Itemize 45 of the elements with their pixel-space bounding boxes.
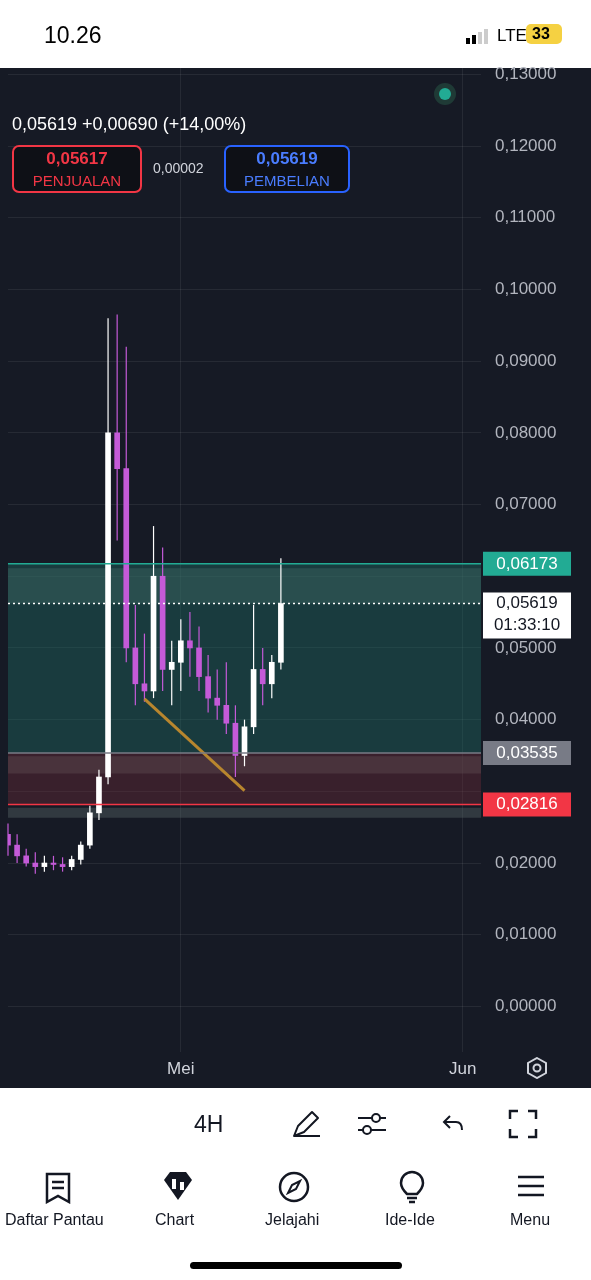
- candlestick: [77, 840, 84, 866]
- ref-line-label: 0,06173: [496, 553, 558, 573]
- ref-line-label: 0,03535: [496, 742, 558, 762]
- candlestick: [205, 654, 211, 714]
- annotation: 0,00002: [153, 160, 204, 176]
- text: 33: [532, 25, 550, 43]
- text: Chart: [155, 1211, 195, 1229]
- y-tick-label: 0,11000: [495, 207, 556, 227]
- y-tick-label: 0,01000: [495, 924, 557, 944]
- x-tick-label: Jun: [449, 1059, 477, 1079]
- candlestick: [223, 661, 230, 735]
- candlestick: [14, 833, 20, 864]
- y-tick-label: 0,00000: [495, 996, 557, 1016]
- text: 0,05619 +0,00690 (+14,00%): [12, 114, 247, 135]
- y-tick-label: 0,09000: [495, 350, 557, 370]
- annotation: PENJUALAN: [31, 171, 123, 191]
- text: 4H: [194, 1111, 224, 1138]
- text: LTE: [497, 26, 527, 46]
- candlestick: [268, 654, 275, 699]
- y-tick-label: 0,07000: [495, 494, 557, 514]
- candlestick: [168, 640, 175, 706]
- text: Ide-Ide: [385, 1211, 435, 1229]
- candlestick: [178, 618, 184, 692]
- text: Daftar Pantau: [5, 1211, 104, 1229]
- y-tick-label: 0,10000: [495, 279, 557, 299]
- text: 10.26: [44, 22, 102, 49]
- candlestick: [214, 668, 221, 721]
- candlestick: [259, 647, 266, 706]
- candlestick: [141, 633, 148, 703]
- annotation: PEMBELIAN: [243, 171, 331, 191]
- ref-line-label: 0,05619 01:33:10: [493, 593, 561, 635]
- text: Menu: [510, 1211, 551, 1229]
- y-tick-label: 0,05000: [495, 637, 557, 657]
- annotation: 0,05617: [45, 148, 109, 170]
- annotation: 0,05619: [255, 148, 319, 170]
- y-tick-label: 0,02000: [495, 852, 557, 872]
- candlestick: [187, 611, 193, 678]
- y-tick-label: 0,13000: [495, 64, 557, 84]
- y-tick-label: 0,04000: [495, 709, 557, 729]
- candlestick: [32, 851, 39, 875]
- y-tick-label: 0,12000: [495, 135, 557, 155]
- y-tick-label: 0,08000: [495, 422, 557, 442]
- text: Jelajahi: [265, 1211, 320, 1229]
- x-tick-label: Mei: [167, 1059, 195, 1079]
- ref-line-label: 0,02816: [496, 794, 558, 814]
